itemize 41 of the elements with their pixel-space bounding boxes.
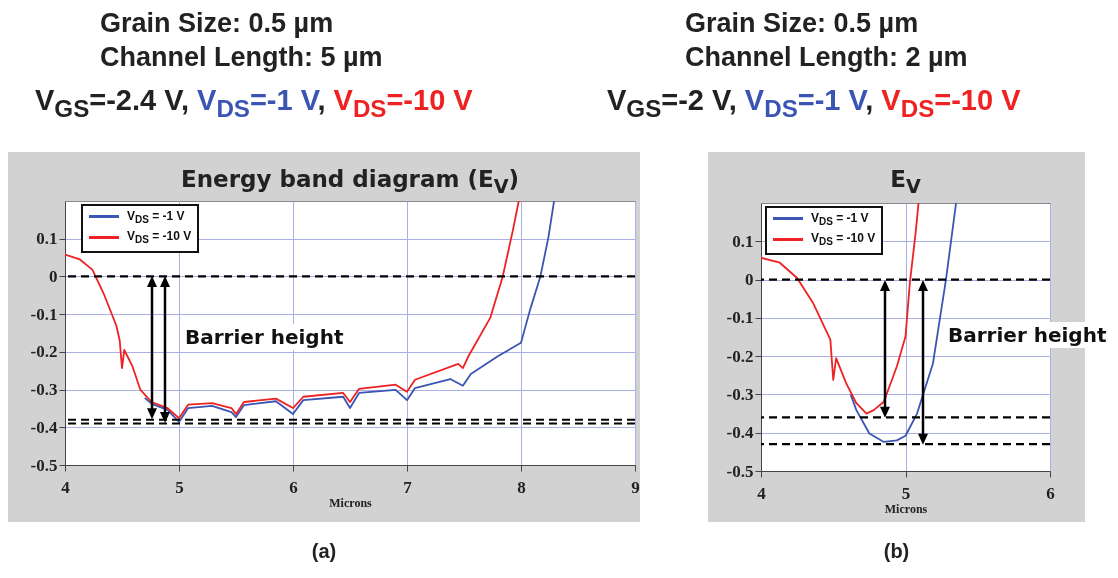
y-tick-label: -0.3 <box>726 384 754 404</box>
chart-subtitle: Grain Size: 0.5 µm Channel Length: 2 µm <box>685 7 968 74</box>
y-tick-label: -0.3 <box>30 380 58 400</box>
chart-title: Energy band diagram (E$_{V}$) <box>180 166 520 198</box>
line-series <box>761 203 920 415</box>
y-tick-label: 0.1 <box>732 231 754 251</box>
annotation: Barrier height <box>946 322 1109 348</box>
y-tick-label: -0.2 <box>30 342 58 362</box>
x-tick-label: 5 <box>901 483 911 503</box>
annotation: Barrier height <box>183 324 346 350</box>
x-axis-title: Microns <box>329 495 373 510</box>
text: (b) <box>883 540 910 563</box>
chart-title: E$_{V}$ <box>890 166 921 198</box>
y-tick-label: -0.4 <box>726 423 754 443</box>
x-axis-title: Microns <box>884 501 928 516</box>
x-tick-label: 6 <box>289 477 298 497</box>
y-tick-label: -0.2 <box>726 346 754 366</box>
y-tick-label: 0.1 <box>36 229 58 249</box>
y-tick-label: -0.1 <box>726 308 754 328</box>
x-tick-label: 4 <box>61 477 71 497</box>
y-tick-label: 0 <box>49 266 58 286</box>
legend-label: V$_{DS}$ = -1 V <box>810 210 870 230</box>
y-tick-label: -0.5 <box>30 455 58 475</box>
x-tick-label: 9 <box>631 477 640 497</box>
chart-subtitle: Grain Size: 0.5 µm Channel Length: 5 µm <box>100 7 383 74</box>
legend-label: V$_{DS}$ = -10 V <box>126 228 192 248</box>
text: V$_{GS}$=-2 V, V$_{DS}$=-1 V, V$_{DS}$=-10 V <box>607 84 1021 122</box>
text: (a) <box>311 540 337 563</box>
y-tick-label: -0.1 <box>30 304 58 324</box>
x-tick-label: 6 <box>1046 483 1055 503</box>
line-series <box>65 201 520 420</box>
text: V$_{GS}$=-2.4 V, V$_{DS}$=-1 V, V$_{DS}$=-10 V <box>35 84 473 122</box>
y-tick-label: -0.4 <box>30 417 58 437</box>
y-tick-label: -0.5 <box>726 461 754 481</box>
legend-label: V$_{DS}$ = -10 V <box>810 230 876 250</box>
x-tick-label: 5 <box>175 477 184 497</box>
x-tick-label: 7 <box>403 477 413 497</box>
x-tick-label: 8 <box>517 477 526 497</box>
y-tick-label: 0 <box>745 270 754 290</box>
legend-label: V$_{DS}$ = -1 V <box>126 208 186 228</box>
x-tick-label: 4 <box>757 483 767 503</box>
